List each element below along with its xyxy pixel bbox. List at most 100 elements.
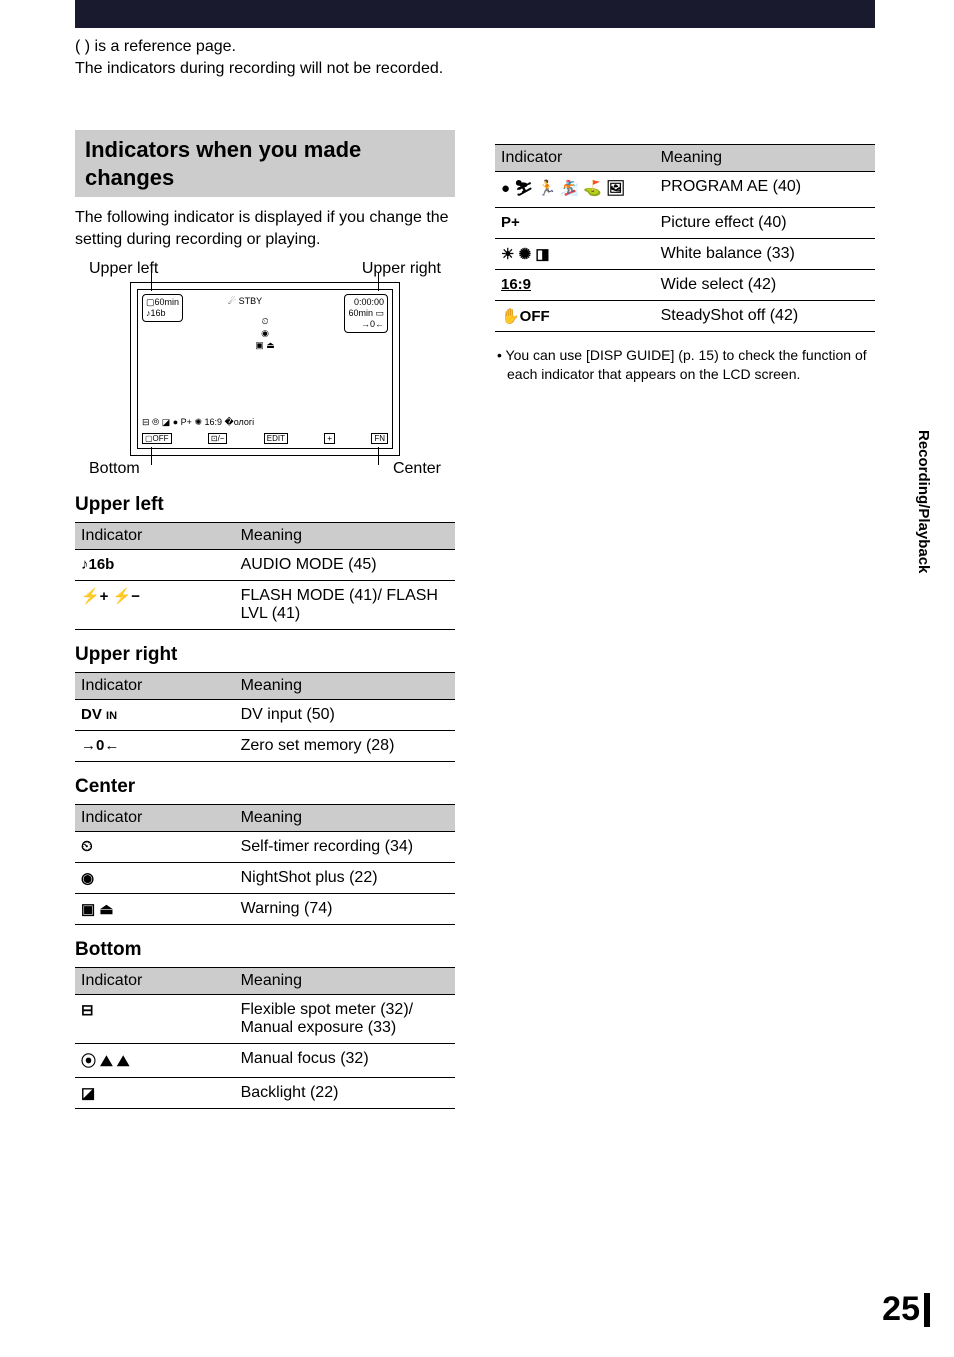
indicator-icon: ✋OFF	[495, 300, 655, 331]
fn3: EDIT	[264, 433, 288, 444]
left-column: Indicators when you made changes The fol…	[75, 130, 455, 1109]
indicator-icon: ● ⛷ 🏃 🏂 ⛳ 🖼	[495, 172, 655, 208]
th-indicator: Indicator	[75, 805, 235, 832]
indicator-icon: ◪	[75, 1078, 235, 1109]
table-upper-left: Indicator Meaning ♪16b AUDIO MODE (45) ⚡…	[75, 522, 455, 630]
table-row: ♪16b AUDIO MODE (45)	[75, 550, 455, 581]
indicator-meaning: AUDIO MODE (45)	[235, 550, 455, 581]
indicator-icon: 16:9	[495, 269, 655, 300]
osd-upper-right: 0:00:00 60min ▭ →0←	[344, 294, 388, 332]
page-number-bar	[924, 1293, 930, 1327]
osd-ur-line2: 60min ▭	[348, 308, 384, 319]
osd-ctr-line1: ⏲	[255, 316, 275, 328]
section-upper-right: Upper right	[75, 644, 455, 666]
th-meaning: Meaning	[235, 968, 455, 995]
th-meaning: Meaning	[235, 805, 455, 832]
indicator-meaning: NightShot plus (22)	[235, 863, 455, 894]
label-bottom: Bottom	[89, 460, 140, 478]
table-row: P+ Picture effect (40)	[495, 207, 875, 238]
indicator-icon: ☀ ✺ ◨	[495, 238, 655, 269]
osd-ul-line2: ♪16b	[146, 308, 179, 319]
table-row: ◉ NightShot plus (22)	[75, 863, 455, 894]
table-bottom: Indicator Meaning ⊟ Flexible spot meter …	[75, 967, 455, 1109]
diagram-top-labels: Upper left Upper right	[89, 260, 441, 278]
indicator-meaning: Wide select (42)	[655, 269, 875, 300]
right-column: Indicator Meaning ● ⛷ 🏃 🏂 ⛳ 🖼 PROGRAM AE…	[495, 130, 875, 1109]
table-row: 16:9 Wide select (42)	[495, 269, 875, 300]
indicator-meaning: Manual focus (32)	[235, 1044, 455, 1078]
top-header-bar	[75, 0, 875, 28]
indicator-icon: ⏲	[75, 832, 235, 863]
page-number: 25	[882, 1290, 920, 1329]
indicator-meaning: PROGRAM AE (40)	[655, 172, 875, 208]
indicator-meaning: FLASH MODE (41)/ FLASH LVL (41)	[235, 581, 455, 630]
indicator-icon: ◉	[75, 863, 235, 894]
osd-bot-icons: ⊟ ⦾ ◪ ● P+ ✺ 16:9 �ологі	[142, 417, 254, 428]
label-upper-left: Upper left	[89, 260, 158, 278]
osd-ctr-line2: ◉	[255, 328, 275, 340]
label-center: Center	[393, 460, 441, 478]
fn2: ⊡/−	[208, 433, 228, 444]
indicator-icon: P+	[495, 207, 655, 238]
indicator-icon: ⚡+ ⚡−	[75, 581, 235, 630]
indicator-icon: DV IN	[75, 700, 235, 731]
indicator-meaning: Flexible spot meter (32)/ Manual exposur…	[235, 995, 455, 1044]
indicator-meaning: Self-timer recording (34)	[235, 832, 455, 863]
indicator-meaning: Zero set memory (28)	[235, 731, 455, 762]
fn1: ▢OFF	[142, 433, 172, 444]
table-row: ⏲ Self-timer recording (34)	[75, 832, 455, 863]
indicator-icon: ▣ ⏏	[75, 894, 235, 925]
indicator-icon: ♪16b	[75, 550, 235, 581]
th-indicator: Indicator	[75, 673, 235, 700]
osd-ctr-line3: ▣ ⏏	[255, 340, 275, 352]
osd-center: ⏲ ◉ ▣ ⏏	[252, 314, 278, 353]
fn5: FN	[371, 433, 388, 444]
disp-guide-note: • You can use [DISP GUIDE] (p. 15) to ch…	[495, 346, 875, 385]
th-meaning: Meaning	[235, 523, 455, 550]
table-row: ☀ ✺ ◨ White balance (33)	[495, 238, 875, 269]
osd-ul-line1: ▢60min	[146, 297, 179, 308]
table-row: ◪ Backlight (22)	[75, 1078, 455, 1109]
ref-note-line1: ( ) is a reference page.	[75, 38, 236, 55]
table-row: ✋OFF SteadyShot off (42)	[495, 300, 875, 331]
table-row: →0← Zero set memory (28)	[75, 731, 455, 762]
indicator-icon: ⊟	[75, 995, 235, 1044]
table-row: ⦿ ⛰ ⛰ Manual focus (32)	[75, 1044, 455, 1078]
table-center: Indicator Meaning ⏲ Self-timer recording…	[75, 804, 455, 925]
indicator-meaning: SteadyShot off (42)	[655, 300, 875, 331]
lead-line	[378, 447, 379, 465]
th-indicator: Indicator	[495, 145, 655, 172]
table-bottom-continued: Indicator Meaning ● ⛷ 🏃 🏂 ⛳ 🖼 PROGRAM AE…	[495, 144, 875, 332]
indicator-meaning: White balance (33)	[655, 238, 875, 269]
th-meaning: Meaning	[655, 145, 875, 172]
indicator-icon: ⦿ ⛰ ⛰	[75, 1044, 235, 1078]
section-upper-left: Upper left	[75, 494, 455, 516]
lead-line	[151, 447, 152, 465]
th-indicator: Indicator	[75, 523, 235, 550]
table-row: ▣ ⏏ Warning (74)	[75, 894, 455, 925]
section-bottom: Bottom	[75, 939, 455, 961]
th-meaning: Meaning	[235, 673, 455, 700]
indicator-meaning: Picture effect (40)	[655, 207, 875, 238]
indicator-meaning: DV input (50)	[235, 700, 455, 731]
label-upper-right: Upper right	[362, 260, 441, 278]
indicator-icon: →0←	[75, 731, 235, 762]
content-columns: Indicators when you made changes The fol…	[75, 130, 875, 1109]
table-row: ● ⛷ 🏃 🏂 ⛳ 🖼 PROGRAM AE (40)	[495, 172, 875, 208]
section-center: Center	[75, 776, 455, 798]
th-indicator: Indicator	[75, 968, 235, 995]
intro-text: The following indicator is displayed if …	[75, 207, 455, 250]
osd-top-center: ☄ STBY	[228, 296, 262, 307]
table-upper-right: Indicator Meaning DV IN DV input (50) →0…	[75, 672, 455, 762]
main-heading: Indicators when you made changes	[75, 130, 455, 197]
ref-note-line2: The indicators during recording will not…	[75, 60, 443, 77]
reference-note: ( ) is a reference page. The indicators …	[75, 36, 443, 79]
side-tab-label: Recording/Playback	[915, 430, 932, 573]
osd-ur-line1: 0:00:00	[348, 297, 384, 308]
table-row: ⚡+ ⚡− FLASH MODE (41)/ FLASH LVL (41)	[75, 581, 455, 630]
osd-fn-row: ▢OFF ⊡/− EDIT + FN	[142, 433, 388, 444]
indicator-meaning: Warning (74)	[235, 894, 455, 925]
diagram-bottom-labels: Bottom Center	[89, 460, 441, 478]
osd-bottom: ⊟ ⦾ ◪ ● P+ ✺ 16:9 �ологі	[142, 417, 388, 428]
osd-upper-left: ▢60min ♪16b	[142, 294, 183, 322]
